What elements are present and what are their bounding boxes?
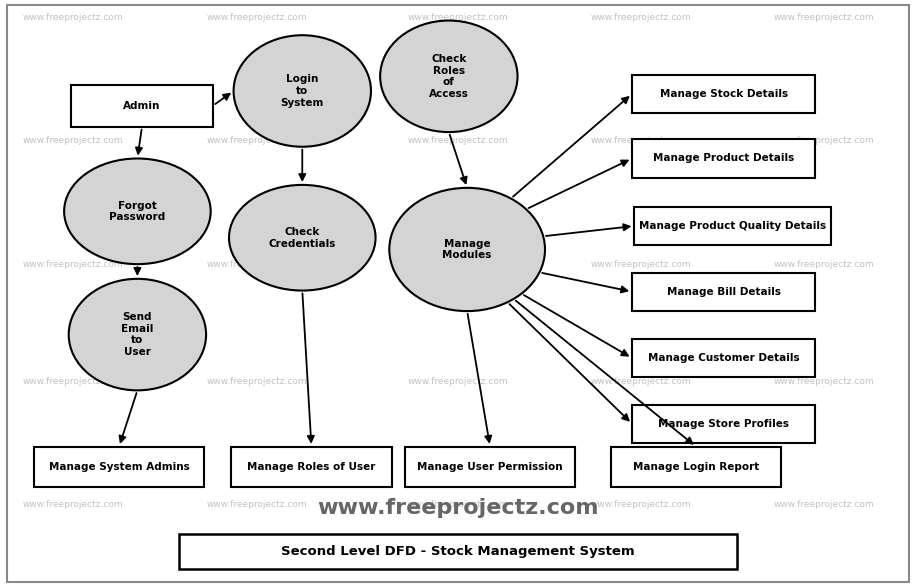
Text: www.freeprojectz.com: www.freeprojectz.com xyxy=(591,136,692,146)
Ellipse shape xyxy=(69,279,206,390)
Ellipse shape xyxy=(64,158,211,264)
Text: Forgot
Password: Forgot Password xyxy=(109,201,166,222)
FancyBboxPatch shape xyxy=(35,447,203,487)
Text: www.freeprojectz.com: www.freeprojectz.com xyxy=(774,377,875,386)
Text: Manage Roles of User: Manage Roles of User xyxy=(247,461,376,472)
Ellipse shape xyxy=(380,21,518,132)
Ellipse shape xyxy=(389,188,545,311)
Text: Login
to
System: Login to System xyxy=(280,75,324,107)
FancyBboxPatch shape xyxy=(632,405,815,443)
Text: www.freeprojectz.com: www.freeprojectz.com xyxy=(206,136,307,146)
Text: www.freeprojectz.com: www.freeprojectz.com xyxy=(23,13,124,22)
Text: Second Level DFD - Stock Management System: Second Level DFD - Stock Management Syst… xyxy=(281,545,635,558)
Text: www.freeprojectz.com: www.freeprojectz.com xyxy=(591,259,692,269)
Text: www.freeprojectz.com: www.freeprojectz.com xyxy=(774,13,875,22)
Text: www.freeprojectz.com: www.freeprojectz.com xyxy=(23,500,124,510)
Text: www.freeprojectz.com: www.freeprojectz.com xyxy=(591,377,692,386)
Text: Manage Product Quality Details: Manage Product Quality Details xyxy=(639,221,826,231)
Text: Manage Product Details: Manage Product Details xyxy=(653,153,794,164)
Text: www.freeprojectz.com: www.freeprojectz.com xyxy=(774,259,875,269)
Text: Manage Bill Details: Manage Bill Details xyxy=(667,286,780,297)
Text: www.freeprojectz.com: www.freeprojectz.com xyxy=(408,136,508,146)
Text: Manage Stock Details: Manage Stock Details xyxy=(660,89,788,99)
Text: Manage User Permission: Manage User Permission xyxy=(418,461,562,472)
Text: www.freeprojectz.com: www.freeprojectz.com xyxy=(206,13,307,22)
Text: Manage
Modules: Manage Modules xyxy=(442,239,492,260)
FancyBboxPatch shape xyxy=(632,140,815,177)
Text: www.freeprojectz.com: www.freeprojectz.com xyxy=(206,377,307,386)
Text: Manage Store Profiles: Manage Store Profiles xyxy=(658,419,790,429)
Text: www.freeprojectz.com: www.freeprojectz.com xyxy=(408,500,508,510)
Text: Manage System Admins: Manage System Admins xyxy=(49,461,190,472)
FancyBboxPatch shape xyxy=(405,447,575,487)
Text: www.freeprojectz.com: www.freeprojectz.com xyxy=(774,136,875,146)
FancyBboxPatch shape xyxy=(632,339,815,377)
Text: Manage Customer Details: Manage Customer Details xyxy=(648,353,800,363)
Text: Admin: Admin xyxy=(124,100,160,111)
Text: www.freeprojectz.com: www.freeprojectz.com xyxy=(206,500,307,510)
Text: Manage Login Report: Manage Login Report xyxy=(633,461,759,472)
Text: Check
Credentials: Check Credentials xyxy=(268,227,336,248)
FancyBboxPatch shape xyxy=(634,207,832,245)
Text: www.freeprojectz.com: www.freeprojectz.com xyxy=(206,259,307,269)
Text: www.freeprojectz.com: www.freeprojectz.com xyxy=(774,500,875,510)
FancyBboxPatch shape xyxy=(232,447,392,487)
Text: www.freeprojectz.com: www.freeprojectz.com xyxy=(317,498,599,518)
FancyBboxPatch shape xyxy=(179,534,737,569)
FancyBboxPatch shape xyxy=(632,75,815,113)
Text: www.freeprojectz.com: www.freeprojectz.com xyxy=(408,13,508,22)
Text: Send
Email
to
User: Send Email to User xyxy=(121,312,154,357)
Text: www.freeprojectz.com: www.freeprojectz.com xyxy=(23,377,124,386)
Ellipse shape xyxy=(229,185,376,291)
Text: www.freeprojectz.com: www.freeprojectz.com xyxy=(591,13,692,22)
Text: www.freeprojectz.com: www.freeprojectz.com xyxy=(23,259,124,269)
Text: www.freeprojectz.com: www.freeprojectz.com xyxy=(408,259,508,269)
FancyBboxPatch shape xyxy=(632,272,815,311)
Ellipse shape xyxy=(234,35,371,147)
FancyBboxPatch shape xyxy=(71,85,213,127)
Text: www.freeprojectz.com: www.freeprojectz.com xyxy=(23,136,124,146)
FancyBboxPatch shape xyxy=(611,447,780,487)
Text: www.freeprojectz.com: www.freeprojectz.com xyxy=(591,500,692,510)
Text: Check
Roles
of
Access: Check Roles of Access xyxy=(429,54,469,99)
Text: www.freeprojectz.com: www.freeprojectz.com xyxy=(408,377,508,386)
